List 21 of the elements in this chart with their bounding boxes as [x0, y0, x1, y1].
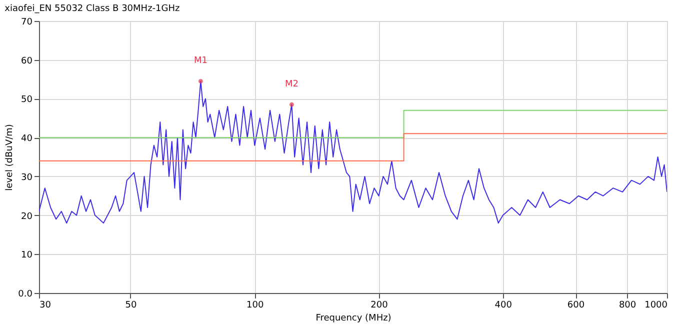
x-tick-label: 800	[618, 300, 636, 310]
x-tick-label: 30	[40, 300, 52, 310]
x-tick-label: 200	[370, 300, 388, 310]
x-tick-label: 100	[246, 300, 264, 310]
x-tick-label: 1000	[644, 300, 668, 310]
y-tick-label: 70	[21, 18, 33, 28]
y-tick-label: 60	[21, 56, 33, 66]
y-tick-label: 30	[21, 172, 33, 183]
y-tick-label: 10	[21, 250, 33, 261]
annotation: M1	[194, 56, 208, 66]
y-tick-label: 20	[21, 212, 33, 222]
y-axis-title: level (dBuV/m)	[5, 124, 16, 191]
y-tick-label: 50	[21, 95, 33, 106]
chart-title: xiaofei_EN 55032 Class B 30MHz-1GHz	[4, 4, 180, 14]
y-tick-label: 40	[21, 134, 33, 144]
annotation: M2	[284, 80, 298, 90]
x-tick-label: 400	[494, 300, 512, 310]
x-tick-label: 600	[567, 300, 585, 310]
x-tick-label: 50	[125, 300, 137, 310]
y-tick-label: 0.0	[18, 290, 33, 300]
x-axis-title: Frequency (MHz)	[316, 314, 392, 324]
